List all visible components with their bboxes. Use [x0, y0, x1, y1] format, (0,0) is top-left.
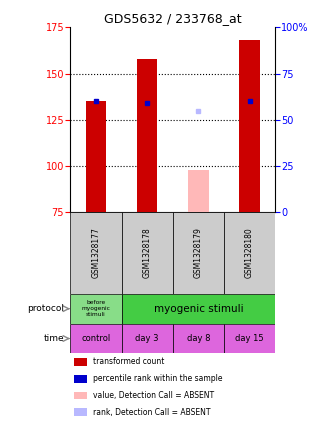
Bar [173, 212, 224, 294]
Text: day 15: day 15 [235, 334, 264, 343]
Text: protocol: protocol [27, 304, 64, 313]
Text: percentile rank within the sample: percentile rank within the sample [93, 374, 222, 383]
Title: GDS5632 / 233768_at: GDS5632 / 233768_at [104, 12, 242, 25]
Bar [122, 212, 173, 294]
Bar [122, 294, 275, 324]
Text: transformed count: transformed count [93, 357, 164, 366]
Text: time: time [44, 334, 64, 343]
Bar [70, 324, 122, 354]
Bar [122, 324, 173, 354]
Bar [75, 392, 87, 399]
Bar [86, 102, 106, 212]
Text: rank, Detection Call = ABSENT: rank, Detection Call = ABSENT [93, 408, 211, 417]
Text: GSM1328177: GSM1328177 [92, 228, 100, 278]
Bar [70, 212, 122, 294]
Text: GSM1328178: GSM1328178 [143, 228, 152, 278]
Bar [75, 358, 87, 366]
Text: before
myogenic
stimuli: before myogenic stimuli [82, 300, 110, 317]
Text: GSM1328179: GSM1328179 [194, 228, 203, 278]
Bar [239, 41, 260, 212]
Bar [137, 59, 157, 212]
Bar [75, 375, 87, 383]
Bar [70, 294, 122, 324]
Bar [75, 408, 87, 416]
Bar [224, 212, 275, 294]
Text: GSM1328180: GSM1328180 [245, 228, 254, 278]
Text: value, Detection Call = ABSENT: value, Detection Call = ABSENT [93, 391, 214, 400]
Bar [188, 170, 209, 212]
Text: myogenic stimuli: myogenic stimuli [154, 304, 243, 314]
Text: day 3: day 3 [135, 334, 159, 343]
Bar [173, 324, 224, 354]
Text: day 8: day 8 [187, 334, 210, 343]
Bar [224, 324, 275, 354]
Text: control: control [81, 334, 111, 343]
